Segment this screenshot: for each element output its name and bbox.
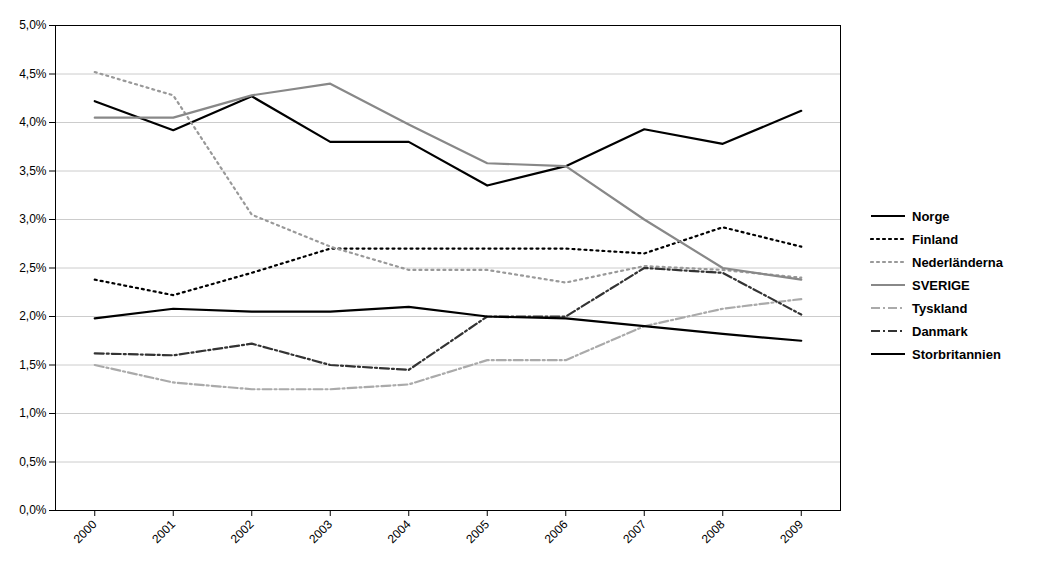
svg-text:0,5%: 0,5%: [19, 455, 47, 469]
svg-text:2007: 2007: [620, 517, 649, 546]
html-text:Danmark: Danmark: [912, 323, 968, 339]
svg-text:2001: 2001: [149, 517, 178, 546]
svg-text:2008: 2008: [699, 517, 728, 546]
svg-text:2005: 2005: [463, 517, 492, 546]
svg-text:3,0%: 3,0%: [19, 212, 47, 226]
svg-text:1,5%: 1,5%: [19, 358, 47, 372]
html-text:Storbritannien: Storbritannien: [912, 346, 1001, 362]
svg-text:2,0%: 2,0%: [19, 309, 47, 323]
svg-text:5,0%: 5,0%: [19, 18, 47, 32]
svg-text:2009: 2009: [777, 517, 806, 546]
svg-text:2,5%: 2,5%: [19, 261, 47, 275]
svg-text:2002: 2002: [228, 517, 257, 546]
html-text:SVERIGE: SVERIGE: [912, 277, 970, 293]
html-text:Finland: Finland: [912, 231, 959, 247]
svg-text:2006: 2006: [542, 517, 571, 546]
svg-text:2004: 2004: [385, 517, 414, 546]
svg-text:3,5%: 3,5%: [19, 164, 47, 178]
svg-text:4,5%: 4,5%: [19, 67, 47, 81]
html-text:Tyskland: Tyskland: [912, 300, 968, 316]
html-text:Nederländerna: Nederländerna: [912, 254, 1003, 270]
svg-text:0,0%: 0,0%: [19, 503, 47, 517]
html-text:Norge: Norge: [912, 208, 950, 224]
svg-text:2003: 2003: [306, 517, 335, 546]
svg-text:1,0%: 1,0%: [19, 406, 47, 420]
svg-text:2000: 2000: [71, 517, 100, 546]
svg-text:4,0%: 4,0%: [19, 115, 47, 129]
